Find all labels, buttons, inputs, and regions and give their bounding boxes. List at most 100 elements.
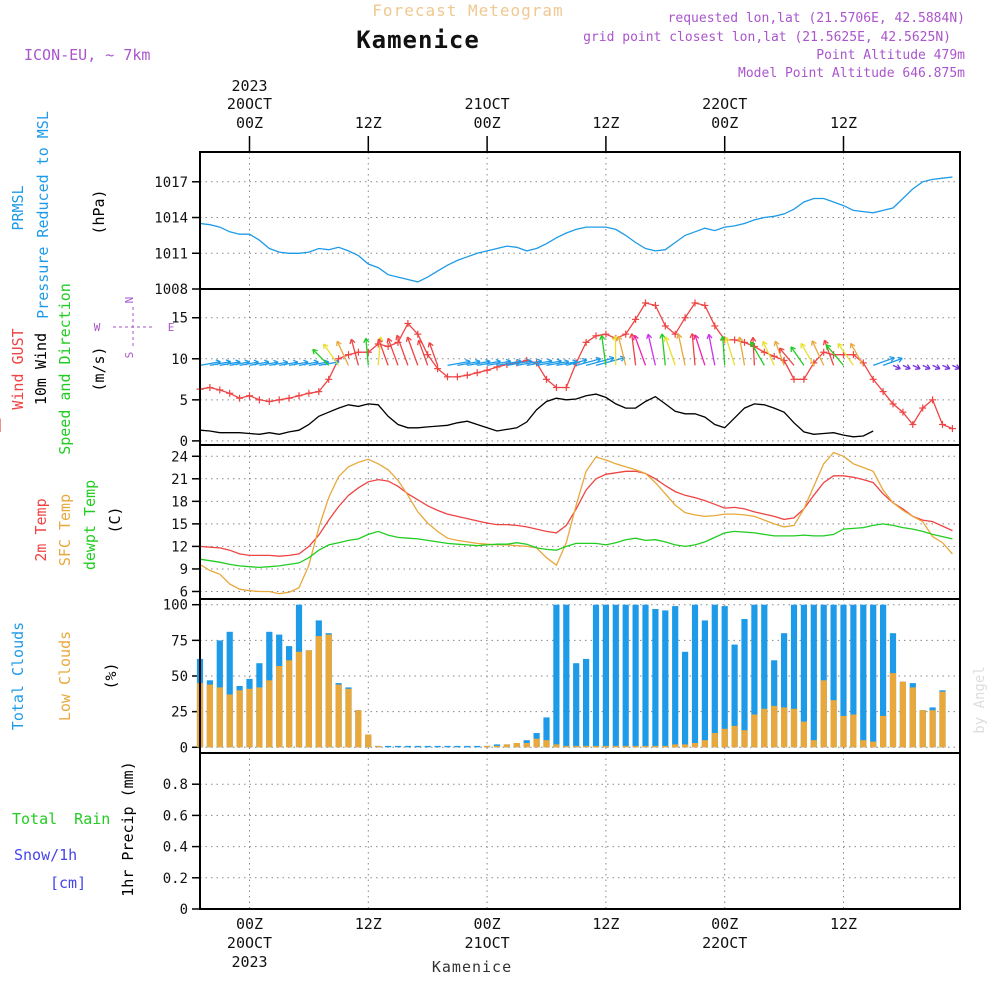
bar-total-42	[612, 604, 619, 748]
bar-low-51	[701, 740, 708, 748]
bar-low-10	[295, 651, 303, 748]
wind-arrow-59	[773, 340, 785, 366]
gust-marker-51	[701, 301, 709, 309]
gust-marker-48	[671, 330, 679, 338]
wind-arrow-61	[790, 346, 805, 366]
bar-low-50	[691, 743, 699, 748]
wind-arrow-48	[663, 336, 676, 366]
wind-arrow-16	[349, 338, 360, 366]
wind-arrow-76	[952, 364, 961, 370]
bar-total-20	[394, 745, 402, 748]
gust-marker-21	[404, 319, 412, 327]
gust-marker-10	[295, 392, 303, 400]
gust-marker-2	[216, 386, 224, 394]
wind-arrow-63	[811, 340, 825, 366]
wind-arrow-15	[336, 340, 350, 366]
time-label-top-2-1: 00Z	[474, 114, 501, 132]
gust-marker-63	[820, 348, 828, 356]
wind-arrow-41	[599, 335, 607, 366]
bar-low-56	[751, 714, 758, 748]
ytick-label-4-0: 0	[180, 740, 188, 756]
time-label-bottom-0-1: 20OCT	[227, 934, 272, 952]
bar-total-60	[790, 604, 798, 748]
axis-unit-c: (C)	[106, 506, 124, 533]
bar-low-54	[731, 725, 738, 748]
time-label-top-4-1: 00Z	[711, 114, 738, 132]
gust-marker-3	[226, 389, 234, 397]
ytick-label-1-0: 1008	[154, 282, 188, 298]
axis-title-total-clouds: Total Clouds	[9, 622, 27, 730]
bar-low-31	[503, 744, 510, 748]
bar-low-46	[652, 745, 659, 748]
panel-5: 0 0.2 0.4 0.6 0.8	[163, 752, 961, 918]
bar-total-3	[226, 631, 233, 748]
bar-total-35	[543, 717, 550, 748]
bar-total-55	[741, 619, 748, 748]
wind-direction-arrows	[199, 333, 961, 370]
gust-marker-9	[285, 394, 293, 402]
gust-marker-71	[899, 408, 907, 416]
bar-low-74	[929, 710, 936, 748]
bar-low-33	[523, 743, 530, 748]
bar-total-63	[820, 604, 827, 748]
wind-arrow-72	[912, 364, 921, 370]
bar-low-3	[226, 694, 233, 748]
bar-low-14	[335, 684, 342, 748]
gust-marker-50	[691, 299, 699, 307]
bar-low-60	[790, 708, 798, 748]
panel-3: 6 9 12 15 18 21 24	[171, 444, 961, 600]
compass-n: N	[123, 297, 136, 304]
gust-marker-29	[483, 366, 491, 374]
ytick-label-5-0: 0	[180, 902, 188, 918]
bar-low-29	[484, 745, 491, 748]
bar-low-7	[266, 680, 273, 748]
ytick-label-4-1: 25	[171, 705, 188, 721]
ytick-label-4-2: 50	[171, 669, 188, 685]
bar-total-25	[444, 745, 451, 748]
bar-total-46	[652, 609, 659, 748]
wind-arrow-47	[659, 333, 666, 366]
gust-marker-66	[849, 351, 857, 359]
series-line-dewpt-temp	[199, 523, 953, 569]
bar-total-19	[385, 745, 392, 748]
bar-total-49	[682, 651, 689, 748]
bar-low-41	[602, 745, 609, 748]
ytick-label-3-5: 21	[171, 472, 188, 488]
time-label-bottom-3-0: 12Z	[592, 915, 619, 933]
ytick-label-5-1: 0.2	[163, 871, 188, 887]
wind-arrow-52	[706, 333, 716, 366]
bar-low-2	[216, 687, 223, 748]
gust-marker-17	[364, 348, 372, 356]
bar-low-37	[563, 745, 570, 748]
ytick-label-1-1: 1011	[154, 246, 188, 262]
series-line-sfc-temp	[199, 451, 953, 595]
gust-marker-36	[552, 384, 560, 392]
bar-low-39	[583, 745, 590, 748]
ytick-label-3-3: 15	[171, 517, 188, 533]
time-label-bottom-0-0: 00Z	[236, 915, 263, 933]
wind-arrow-21	[395, 334, 409, 366]
wind-arrow-44	[629, 333, 637, 366]
bar-total-37	[563, 604, 570, 748]
bar-total-40	[592, 604, 600, 748]
bar-low-48	[672, 744, 679, 748]
bar-total-64	[830, 604, 837, 748]
axis-title-prmsl: PRMSL	[9, 185, 27, 230]
gust-marker-23	[424, 351, 432, 359]
axis-title-pressure: Pressure Reduced to MSL	[34, 111, 52, 319]
time-label-top-4-0: 22OCT	[702, 95, 747, 113]
ytick-label-2-3: 15	[171, 311, 188, 327]
gust-marker-8	[275, 396, 283, 404]
gust-marker-16	[354, 348, 362, 356]
bar-low-58	[771, 705, 778, 748]
wind-arrow-67	[849, 342, 864, 366]
bar-low-71	[899, 681, 906, 748]
time-label-bottom-2-1: 21OCT	[465, 934, 510, 952]
gust-marker-40	[592, 332, 600, 340]
axis-title-total-rain: Total Rain	[12, 810, 110, 828]
gust-marker-60	[790, 375, 798, 383]
axis-unit-hpa: (hPa)	[90, 189, 108, 234]
wind-arrow-14	[323, 343, 340, 366]
